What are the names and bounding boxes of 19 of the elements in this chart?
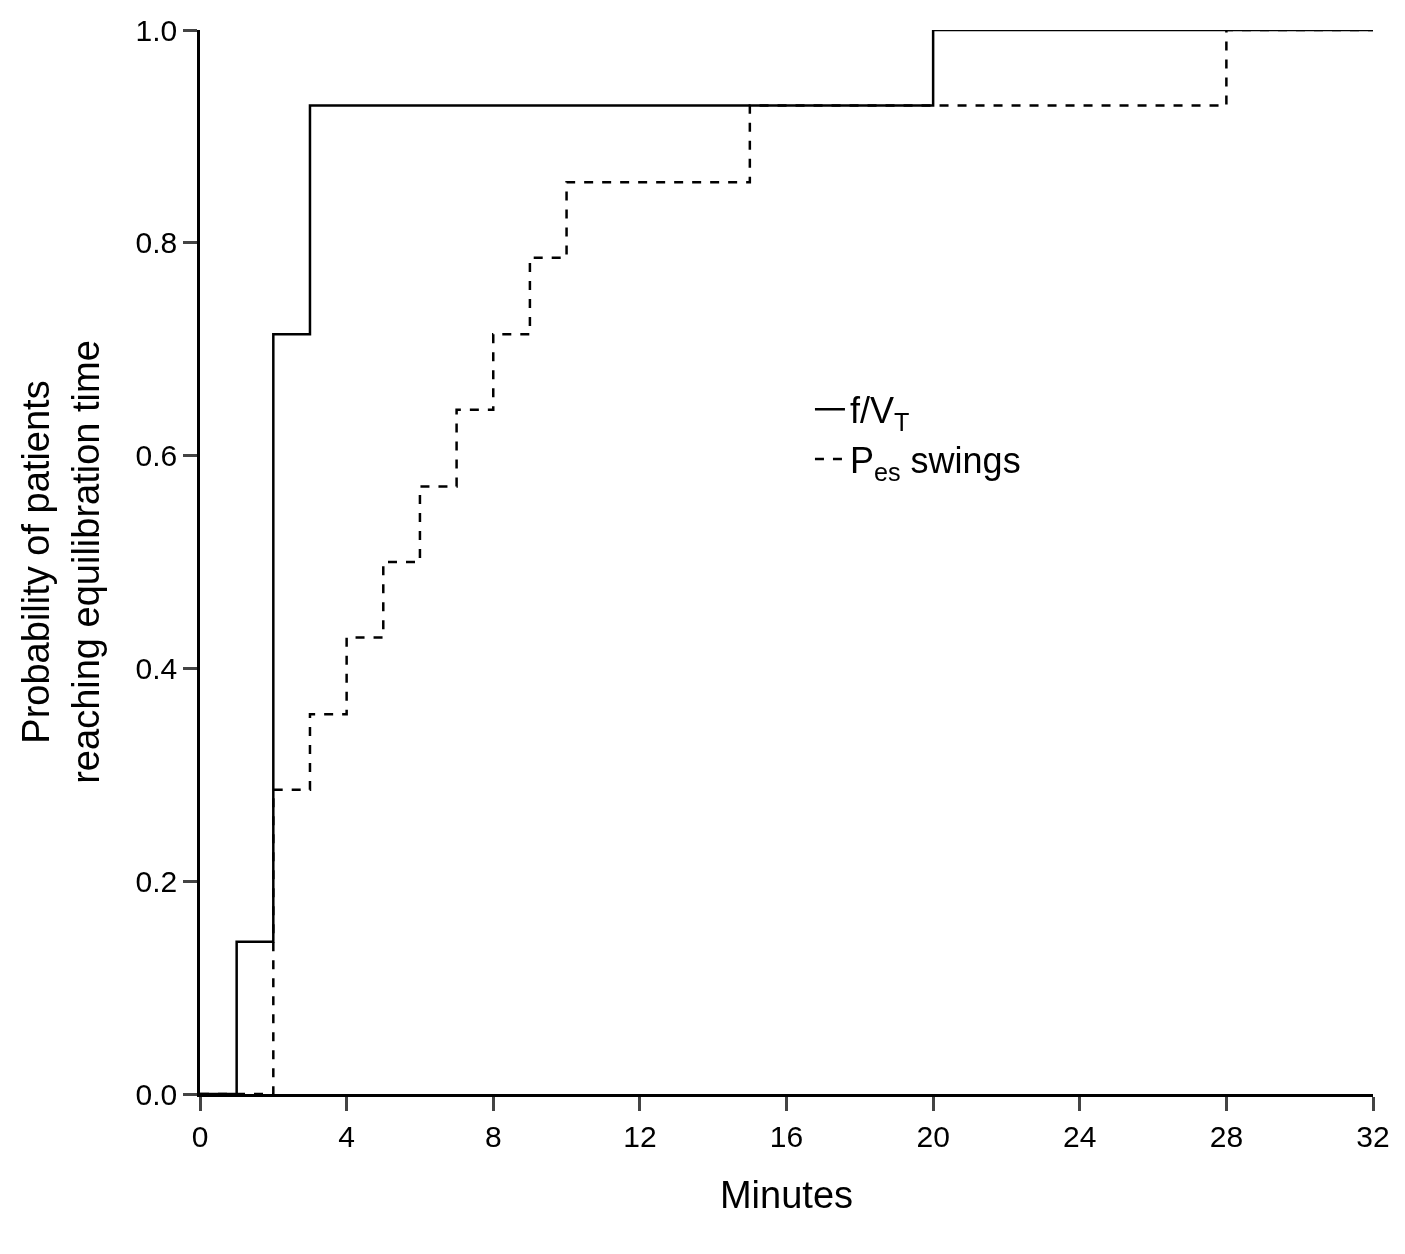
x-axis-title: Minutes <box>719 1173 854 1216</box>
x-tick-label: 0 <box>191 1119 209 1153</box>
x-tick-label: 8 <box>484 1119 502 1153</box>
y-tick-label: 0.4 <box>135 651 178 685</box>
y-tick-label: 0.8 <box>135 226 178 260</box>
x-tick-label: 4 <box>338 1119 355 1153</box>
y-axis-title: Probability of patients reaching equilibration time <box>15 340 107 784</box>
x-tick-label: 32 <box>1356 1119 1390 1153</box>
legend-label: P$_{es}$ swings <box>849 440 1021 486</box>
y-tick-label: 0.6 <box>135 439 178 473</box>
x-tick-label: 12 <box>623 1119 657 1153</box>
legend-label: f/V$_{T}$ <box>849 390 910 436</box>
x-tick-label: 24 <box>1063 1119 1097 1153</box>
y-tick-label: 1.0 <box>135 13 178 47</box>
x-tick-label: 20 <box>916 1119 950 1153</box>
y-tick-label: 0.0 <box>135 1077 178 1111</box>
y-tick-label: 0.2 <box>135 864 178 898</box>
x-tick-label: 16 <box>769 1119 804 1153</box>
x-tick-label: 28 <box>1209 1119 1244 1153</box>
